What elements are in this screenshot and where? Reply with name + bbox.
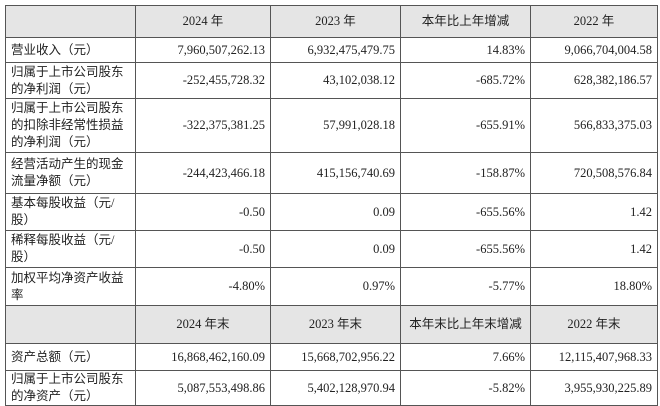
value-cell: 415,156,740.69 [270,152,401,194]
value-cell: 628,382,186.57 [530,62,658,99]
value-cell: -5.82% [400,370,531,406]
value-cell: 18.80% [530,267,658,306]
value-cell: -655.91% [400,98,531,153]
value-cell: 14.83% [400,37,531,63]
data-row: 加权平均净资产收益率 -4.80% 0.97% -5.77% 18.80% [5,267,658,306]
row-label: 归属于上市公司股东的扣除非经常性损益的净利润（元） [5,98,136,153]
header-cell [5,5,136,38]
value-cell: -0.50 [135,193,271,231]
row-label: 经营活动产生的现金流量净额（元） [5,152,136,194]
data-row: 稀释每股收益（元/股） -0.50 0.09 -655.56% 1.42 [5,230,658,268]
header-cell: 2024 年 [135,5,271,38]
value-cell: 12,115,407,968.33 [530,343,658,371]
value-cell: 3,955,930,225.89 [530,370,658,406]
header-cell: 本年比上年增减 [400,5,531,38]
value-cell: 0.97% [270,267,401,306]
financial-table: 2024 年 2023 年本年比上年增减 2022 年营业收入（元） 7,960,50… [5,5,658,406]
value-cell: -655.56% [400,193,531,231]
value-cell: 0.09 [270,230,401,268]
data-row: 营业收入（元） 7,960,507,262.13 6,932,475,479.75 1… [5,37,658,63]
value-cell: 43,102,038.12 [270,62,401,99]
data-row: 归属于上市公司股东的扣除非经常性损益的净利润（元） -322,375,381.25… [5,98,658,153]
value-cell: 6,932,475,479.75 [270,37,401,63]
header-cell [5,305,136,344]
header-cell: 2022 年末 [530,305,658,344]
value-cell: 9,066,704,004.58 [530,37,658,63]
value-cell: -5.77% [400,267,531,306]
value-cell: 566,833,375.03 [530,98,658,153]
row-label: 资产总额（元） [5,343,136,371]
value-cell: 1.42 [530,193,658,231]
value-cell: 57,991,028.18 [270,98,401,153]
value-cell: -655.56% [400,230,531,268]
value-cell: 720,508,576.84 [530,152,658,194]
value-cell: 16,868,462,160.09 [135,343,271,371]
data-row: 归属于上市公司股东的净利润（元） -252,455,728.32 43,102,03… [5,62,658,99]
header-cell: 2024 年末 [135,305,271,344]
row-label: 基本每股收益（元/股） [5,193,136,231]
row-label: 稀释每股收益（元/股） [5,230,136,268]
value-cell: 7,960,507,262.13 [135,37,271,63]
header-cell: 2022 年 [530,5,658,38]
value-cell: 5,402,128,970.94 [270,370,401,406]
value-cell: -158.87% [400,152,531,194]
value-cell: 15,668,702,956.22 [270,343,401,371]
value-cell: -322,375,381.25 [135,98,271,153]
value-cell: -4.80% [135,267,271,306]
data-row: 归属于上市公司股东的净资产（元） 5,087,553,498.86 5,402,12… [5,370,658,406]
row-label: 归属于上市公司股东的净资产（元） [5,370,136,406]
data-row: 基本每股收益（元/股） -0.50 0.09 -655.56% 1.42 [5,193,658,231]
data-row: 经营活动产生的现金流量净额（元） -244,423,466.18 415,156,7… [5,152,658,194]
data-row: 资产总额（元） 16,868,462,160.09 15,668,702,956.2… [5,343,658,371]
table-body: 2024 年 2023 年本年比上年增减 2022 年营业收入（元） 7,960,50… [5,5,658,406]
header-cell: 2023 年 [270,5,401,38]
row-label: 加权平均净资产收益率 [5,267,136,306]
header-row: 2024 年末 2023 年末 本年末比上年末增减 2022 年末 [5,305,658,344]
header-row: 2024 年 2023 年本年比上年增减 2022 年 [5,5,658,38]
value-cell: 1.42 [530,230,658,268]
value-cell: -0.50 [135,230,271,268]
row-label: 营业收入（元） [5,37,136,63]
value-cell: 0.09 [270,193,401,231]
value-cell: -252,455,728.32 [135,62,271,99]
row-label: 归属于上市公司股东的净利润（元） [5,62,136,99]
value-cell: 5,087,553,498.86 [135,370,271,406]
header-cell: 2023 年末 [270,305,401,344]
header-cell: 本年末比上年末增减 [400,305,531,344]
value-cell: -685.72% [400,62,531,99]
value-cell: 7.66% [400,343,531,371]
value-cell: -244,423,466.18 [135,152,271,194]
